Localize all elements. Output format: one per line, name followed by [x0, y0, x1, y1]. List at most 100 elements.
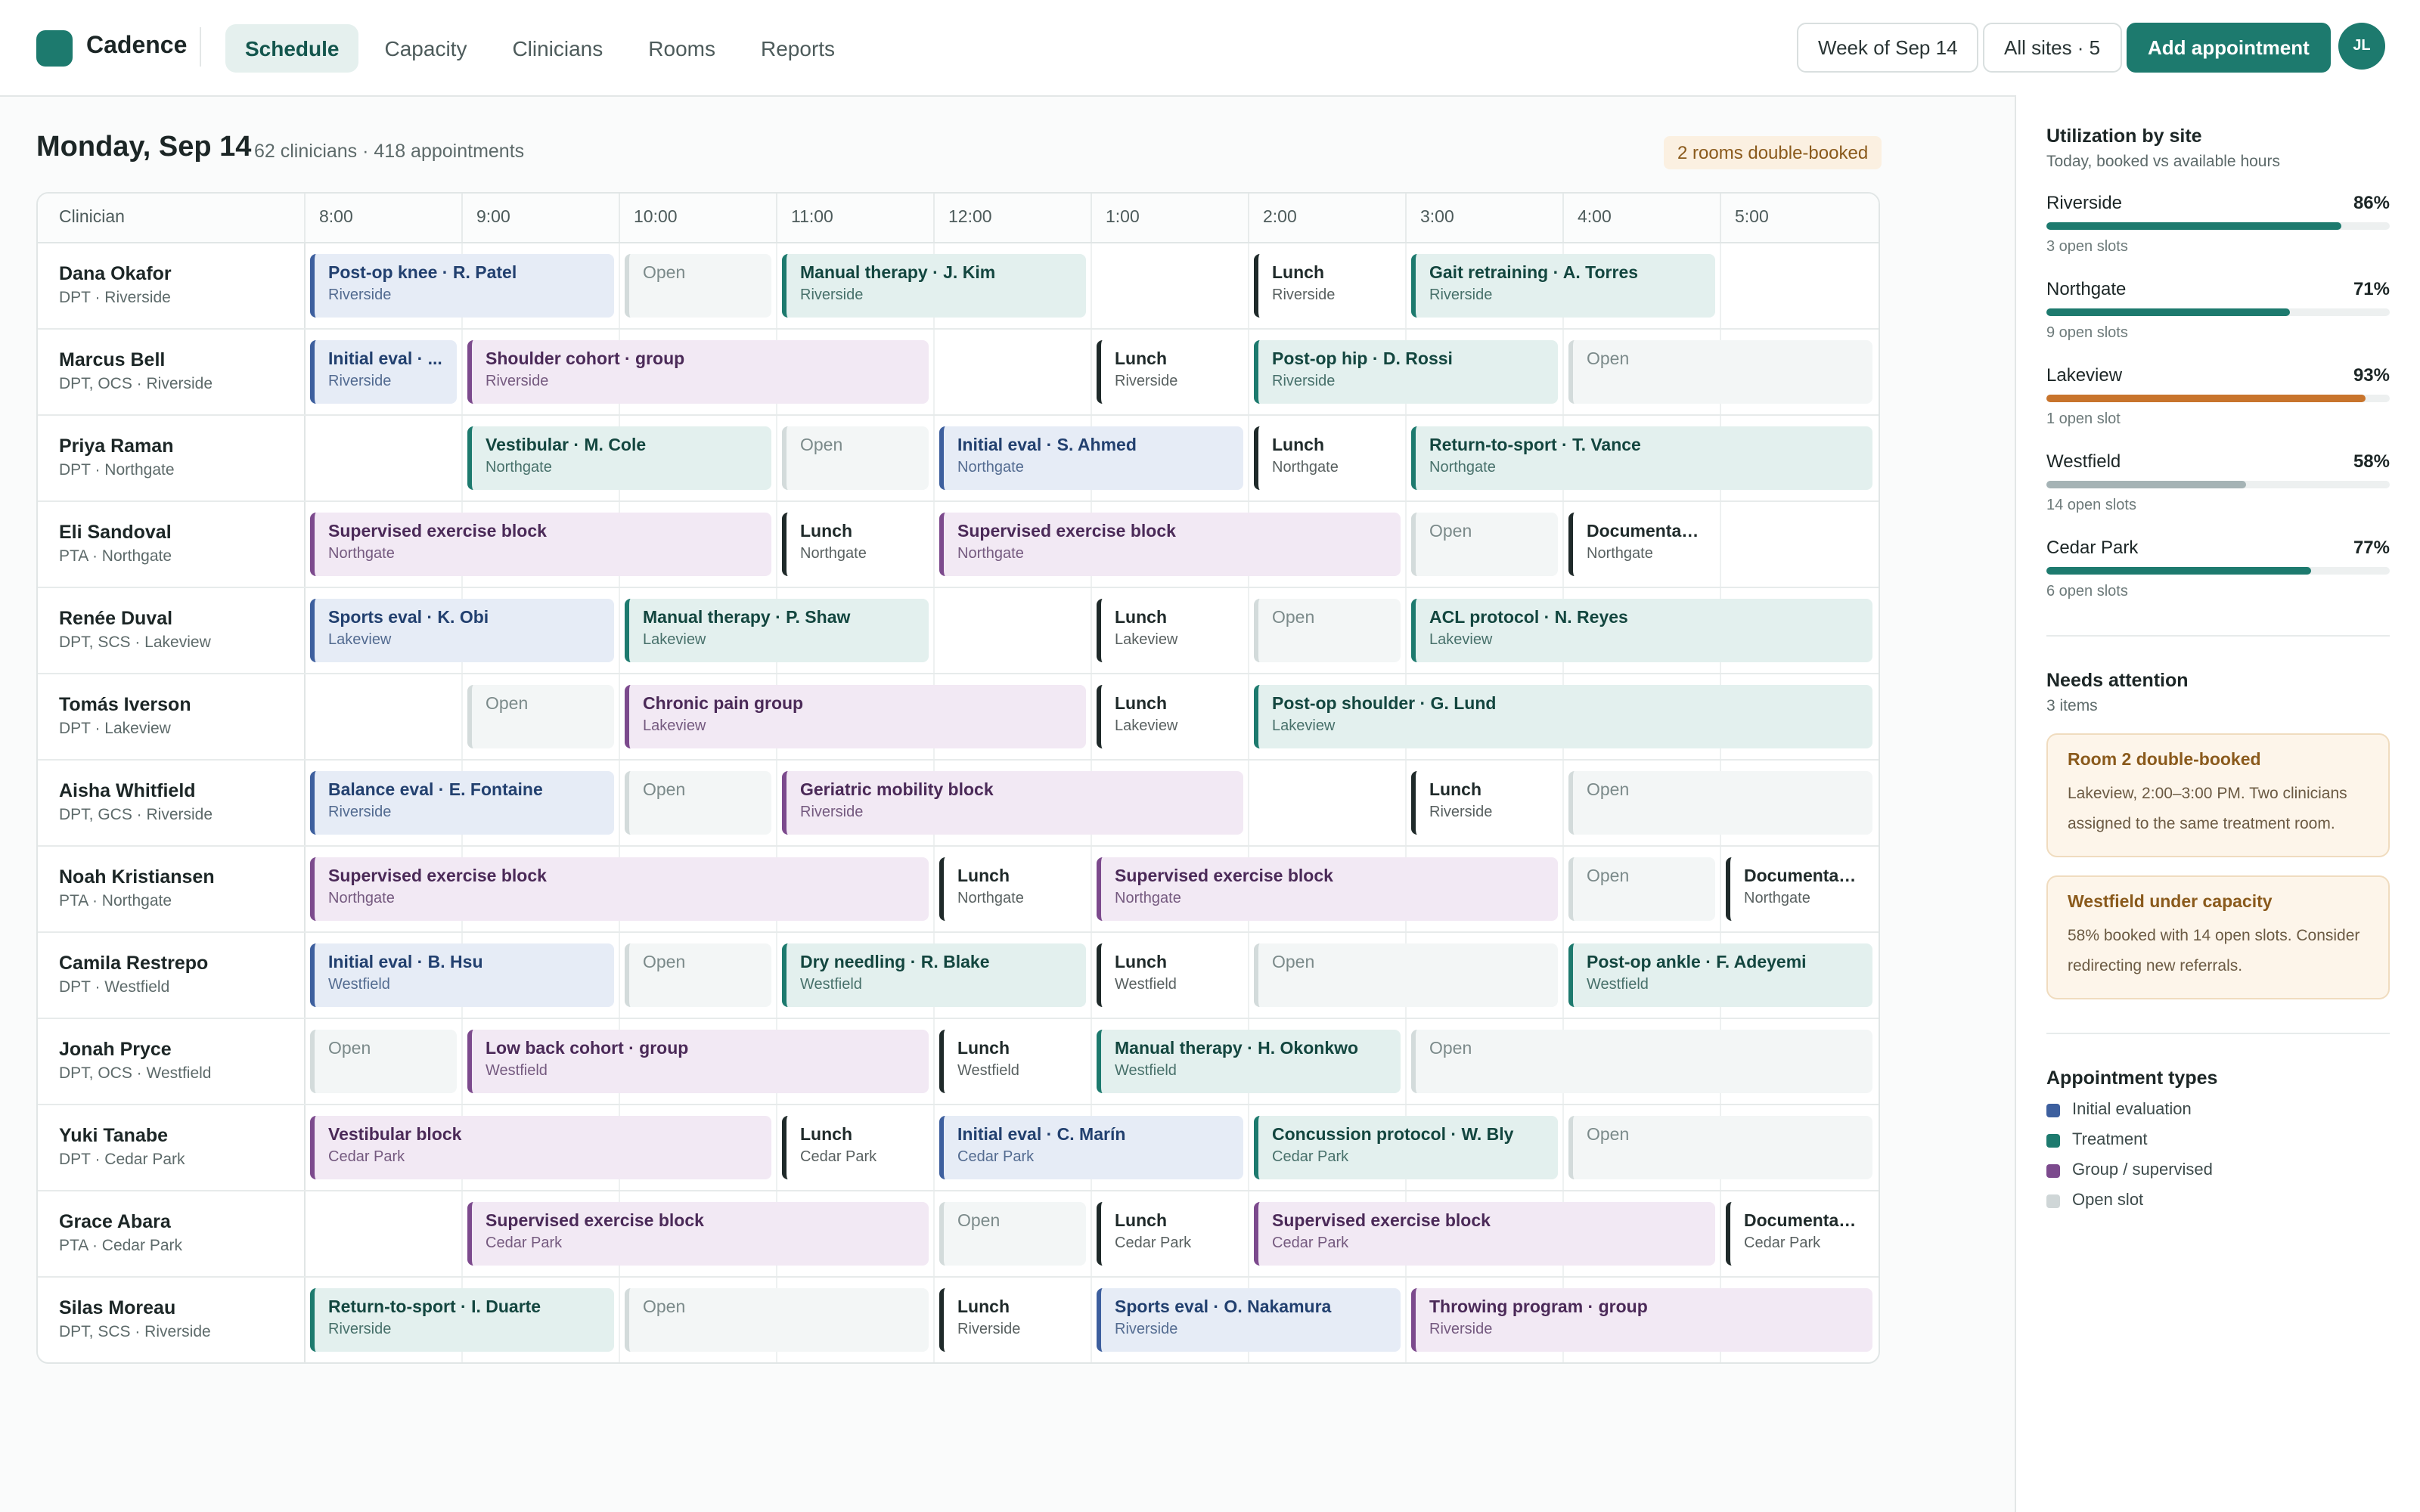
appointment[interactable]: Open: [1411, 513, 1558, 576]
nav-tab[interactable]: Clinicians: [512, 36, 603, 60]
appointment[interactable]: ACL protocol · N. Reyes Lakeview: [1411, 599, 1872, 662]
legend-item: Initial evaluation: [2046, 1101, 2390, 1119]
appointment-site: Lakeview: [328, 632, 392, 649]
appointment[interactable]: Shoulder cohort · group Riverside: [467, 340, 929, 404]
appointment[interactable]: Lunch Westfield: [939, 1030, 1086, 1093]
appointment[interactable]: Initial eval · S. Ahmed Northgate: [939, 426, 1243, 490]
appointment[interactable]: Lunch Northgate: [939, 857, 1086, 921]
clinician-row: Noah Kristiansen PTA · Northgate Supervise…: [38, 847, 1879, 933]
appointment[interactable]: Lunch Northgate: [782, 513, 929, 576]
appointment[interactable]: Sports eval · O. Nakamura Riverside: [1097, 1288, 1401, 1352]
appointment[interactable]: Open: [1254, 943, 1558, 1007]
appointment-site: Cedar Park: [1115, 1235, 1192, 1252]
appointment[interactable]: Sports eval · K. Obi Lakeview: [310, 599, 614, 662]
appointment[interactable]: Initial eval · ... Riverside: [310, 340, 457, 404]
alert-card[interactable]: Westfield under capacity 58% booked with …: [2046, 875, 2390, 999]
appointment[interactable]: Documentati... Cedar Park: [1726, 1202, 1872, 1266]
appointment[interactable]: Manual therapy · J. Kim Riverside: [782, 254, 1086, 318]
clinician-row: Silas Moreau DPT, SCS · Riverside Return-t…: [38, 1278, 1879, 1362]
appointment[interactable]: Gait retraining · A. Torres Riverside: [1411, 254, 1715, 318]
appointment-title: Lunch: [1429, 782, 1481, 800]
appointment[interactable]: Manual therapy · H. Okonkwo Westfield: [1097, 1030, 1401, 1093]
appointment-site: Lakeview: [1272, 718, 1336, 735]
appointment[interactable]: Concussion protocol · W. Bly Cedar Park: [1254, 1116, 1558, 1179]
grid-line: [776, 416, 777, 500]
site-name: Northgate: [2046, 278, 2127, 299]
appointment-title: ACL protocol · N. Reyes: [1429, 609, 1628, 627]
appointment[interactable]: Lunch Riverside: [939, 1288, 1086, 1352]
appointment-title: Concussion protocol · W. Bly: [1272, 1126, 1514, 1145]
appointment[interactable]: Open: [1411, 1030, 1872, 1093]
appointment[interactable]: Post-op shoulder · G. Lund Lakeview: [1254, 685, 1872, 748]
sites-button[interactable]: All sites · 5: [1983, 23, 2122, 73]
appointment-site: Riverside: [1429, 804, 1493, 821]
appointment[interactable]: Open: [1568, 771, 1872, 835]
appointment[interactable]: Lunch Cedar Park: [782, 1116, 929, 1179]
appointment[interactable]: Supervised exercise block Northgate: [310, 513, 771, 576]
appointment[interactable]: Low back cohort · group Westfield: [467, 1030, 929, 1093]
appointment[interactable]: Open: [310, 1030, 457, 1093]
section-subtitle: 3 items: [2046, 697, 2098, 715]
nav-tab[interactable]: Rooms: [648, 36, 715, 60]
appointment[interactable]: Open: [625, 771, 771, 835]
grid-line: [304, 416, 306, 500]
appointment[interactable]: Lunch Lakeview: [1097, 685, 1243, 748]
appointment-title: Documentation: [1587, 523, 1702, 541]
appointment[interactable]: Chronic pain group Lakeview: [625, 685, 1086, 748]
appointment[interactable]: Vestibular · M. Cole Northgate: [467, 426, 771, 490]
appointment[interactable]: Initial eval · C. Marín Cedar Park: [939, 1116, 1243, 1179]
appointment[interactable]: Balance eval · E. Fontaine Riverside: [310, 771, 614, 835]
appointment[interactable]: Post-op ankle · F. Adeyemi Westfield: [1568, 943, 1872, 1007]
appointment[interactable]: Documentation Northgate: [1568, 513, 1715, 576]
grid-line: [619, 243, 620, 328]
appointment[interactable]: Open: [1568, 1116, 1872, 1179]
appointment[interactable]: Open: [782, 426, 929, 490]
appointment-site: Northgate: [800, 546, 867, 562]
appointment[interactable]: Throwing program · group Riverside: [1411, 1288, 1872, 1352]
appointment[interactable]: Post-op knee · R. Patel Riverside: [310, 254, 614, 318]
alert-card[interactable]: Room 2 double-booked Lakeview, 2:00–3:00 …: [2046, 733, 2390, 857]
appointment[interactable]: Initial eval · B. Hsu Westfield: [310, 943, 614, 1007]
appointment[interactable]: Open: [1568, 340, 1872, 404]
utilization-bar: [2046, 567, 2311, 575]
appointment[interactable]: Open: [939, 1202, 1086, 1266]
appointment[interactable]: Open: [467, 685, 614, 748]
appointment[interactable]: Vestibular block Cedar Park: [310, 1116, 771, 1179]
appointment[interactable]: Open: [1568, 857, 1715, 921]
bar-track: [2046, 395, 2390, 402]
appointment[interactable]: Geriatric mobility block Riverside: [782, 771, 1243, 835]
week-button[interactable]: Week of Sep 14: [1797, 23, 1979, 73]
clinician-name: Renée Duval: [59, 608, 173, 629]
appointment[interactable]: Manual therapy · P. Shaw Lakeview: [625, 599, 929, 662]
appointment[interactable]: Return-to-sport · I. Duarte Riverside: [310, 1288, 614, 1352]
appointment[interactable]: Open: [625, 1288, 929, 1352]
appointment[interactable]: Lunch Northgate: [1254, 426, 1401, 490]
site-name: Riverside: [2046, 192, 2123, 213]
appointment[interactable]: Supervised exercise block Northgate: [310, 857, 929, 921]
appointment[interactable]: Dry needling · R. Blake Westfield: [782, 943, 1086, 1007]
appointment[interactable]: Open: [625, 254, 771, 318]
nav-tab[interactable]: Reports: [761, 36, 836, 60]
nav-tab[interactable]: Capacity: [384, 36, 467, 60]
appointment[interactable]: Open: [1254, 599, 1401, 662]
appointment[interactable]: Supervised exercise block Northgate: [1097, 857, 1558, 921]
appointment[interactable]: Supervised exercise block Cedar Park: [1254, 1202, 1715, 1266]
appointment[interactable]: Supervised exercise block Cedar Park: [467, 1202, 929, 1266]
appointment[interactable]: Lunch Riverside: [1254, 254, 1401, 318]
appointment[interactable]: Open: [625, 943, 771, 1007]
appointment[interactable]: Post-op hip · D. Rossi Riverside: [1254, 340, 1558, 404]
appointment[interactable]: Lunch Riverside: [1097, 340, 1243, 404]
appointment[interactable]: Documentati... Northgate: [1726, 857, 1872, 921]
avatar[interactable]: JL: [2338, 23, 2385, 70]
appointment[interactable]: Lunch Lakeview: [1097, 599, 1243, 662]
appointment[interactable]: Lunch Westfield: [1097, 943, 1243, 1007]
appointment-title: Open: [1587, 1126, 1630, 1145]
appointment[interactable]: Return-to-sport · T. Vance Northgate: [1411, 426, 1872, 490]
nav-tab[interactable]: Schedule: [225, 24, 359, 73]
add-appointment[interactable]: Add appointment: [2127, 23, 2331, 73]
grid-line: [933, 1105, 935, 1190]
appointment[interactable]: Supervised exercise block Northgate: [939, 513, 1401, 576]
appointment[interactable]: Lunch Cedar Park: [1097, 1202, 1243, 1266]
appointment[interactable]: Lunch Riverside: [1411, 771, 1558, 835]
site-note: 1 open slot: [2046, 411, 2121, 428]
